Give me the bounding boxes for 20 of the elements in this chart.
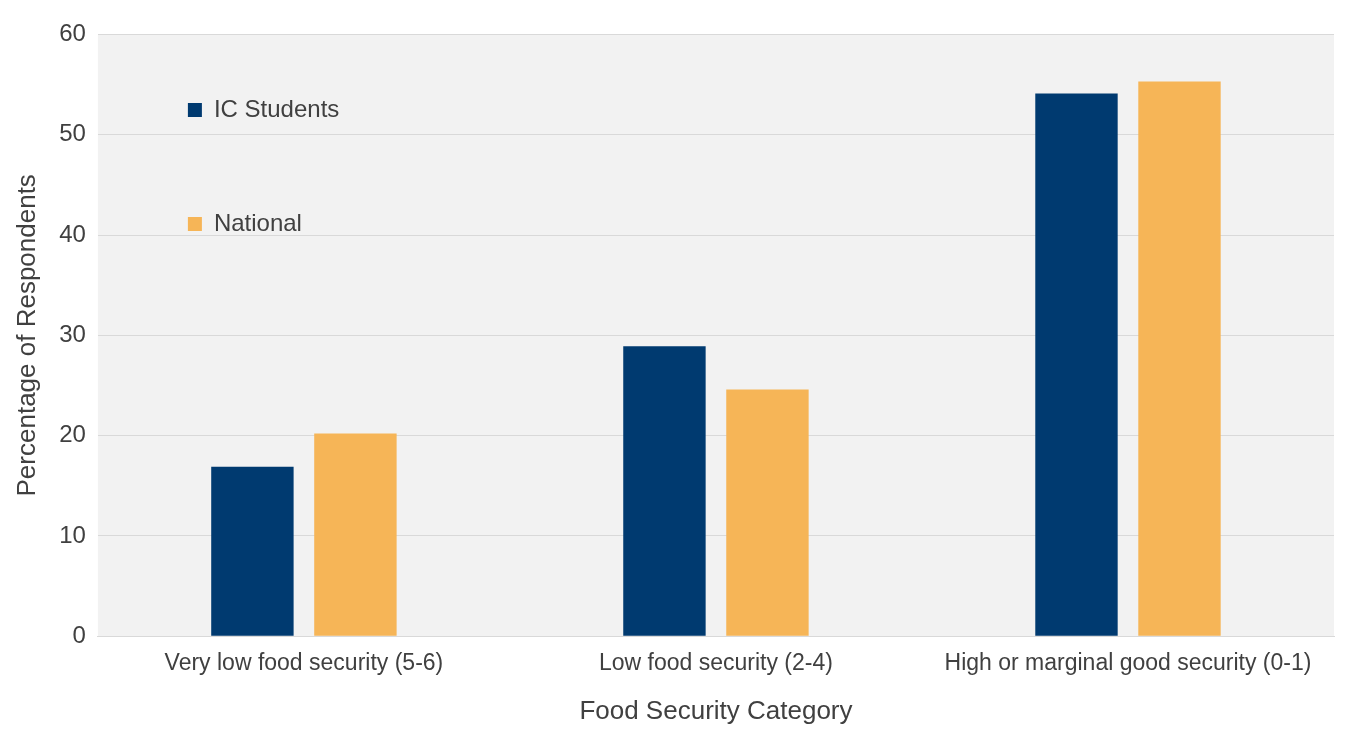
y-tick-label: 60 <box>59 19 86 47</box>
x-axis-title: Food Security Category <box>579 694 853 725</box>
bar <box>1035 93 1118 636</box>
bar <box>623 346 706 636</box>
legend-label: IC Students <box>213 94 340 122</box>
y-axis-title: Percentage of Respondents <box>10 174 41 497</box>
bar <box>314 433 397 636</box>
bar <box>726 389 809 636</box>
y-tick-label: 0 <box>72 620 86 648</box>
y-tick-label: 20 <box>59 420 86 448</box>
legend-label: National <box>213 208 302 236</box>
x-tick-label: Very low food security (5-6) <box>164 649 444 676</box>
y-tick-label: 30 <box>59 319 86 347</box>
bar <box>211 466 294 636</box>
bar <box>1138 81 1221 636</box>
y-tick-label: 10 <box>59 520 86 548</box>
y-tick-label: 50 <box>59 119 86 147</box>
y-tick-label: 40 <box>59 219 86 247</box>
x-tick-label: High or marginal good security (0-1) <box>944 649 1312 676</box>
x-tick-label: Low food security (2-4) <box>598 649 833 676</box>
